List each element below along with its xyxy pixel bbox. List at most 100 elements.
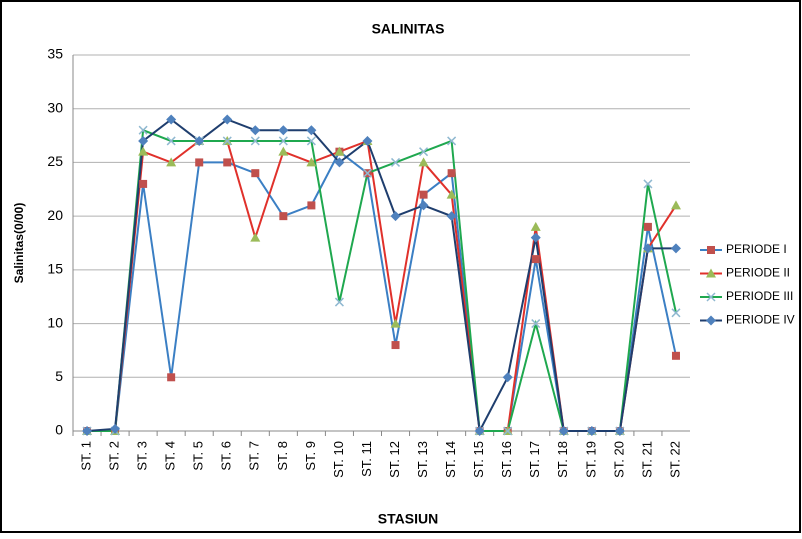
marker <box>139 179 148 188</box>
x-tick-label: ST. 20 <box>611 441 626 478</box>
marker <box>671 308 681 318</box>
marker <box>307 201 316 210</box>
marker <box>670 243 681 254</box>
marker <box>558 426 569 436</box>
x-axis-title: STASIUN <box>378 511 438 527</box>
marker <box>706 292 716 302</box>
marker <box>250 232 261 242</box>
marker <box>279 212 288 221</box>
marker <box>643 179 653 189</box>
x-tick-label: ST. 7 <box>247 441 262 471</box>
marker <box>447 136 457 146</box>
marker <box>138 125 148 135</box>
y-tick-label: 5 <box>55 368 63 384</box>
marker <box>391 341 400 350</box>
chart-title: SALINITAS <box>372 21 445 37</box>
marker <box>306 157 317 167</box>
y-tick-label: 35 <box>47 46 63 62</box>
y-tick-label: 20 <box>47 207 63 223</box>
marker <box>278 125 289 136</box>
x-tick-label: ST. 3 <box>135 441 150 471</box>
marker <box>250 125 261 136</box>
y-tick-label: 0 <box>55 422 63 438</box>
marker <box>166 114 177 125</box>
marker <box>390 157 401 167</box>
x-tick-label: ST. 22 <box>667 441 682 478</box>
series-line <box>86 118 676 435</box>
x-tick-label: ST. 19 <box>583 441 598 478</box>
x-tick-label: ST. 5 <box>191 441 206 471</box>
marker <box>418 157 429 167</box>
x-tick-label: ST. 6 <box>219 441 234 471</box>
marker <box>278 136 288 146</box>
marker <box>166 136 176 146</box>
y-tick-label: 25 <box>47 153 63 169</box>
x-tick-label: ST. 8 <box>275 441 290 471</box>
marker <box>362 168 373 178</box>
x-tick-label: ST. 12 <box>387 441 402 478</box>
x-tick-label: ST. 9 <box>303 441 318 471</box>
marker <box>671 351 680 360</box>
marker <box>642 243 653 254</box>
marker <box>306 125 317 136</box>
marker <box>446 189 457 199</box>
x-tick-label: ST. 16 <box>499 441 514 478</box>
marker <box>419 190 428 199</box>
marker <box>251 169 260 178</box>
x-tick-label: ST. 10 <box>331 441 346 478</box>
marker <box>643 222 652 231</box>
x-tick-label: ST. 4 <box>163 441 178 471</box>
marker <box>706 268 716 278</box>
marker <box>706 315 716 326</box>
y-tick-label: 10 <box>47 314 63 330</box>
marker <box>614 426 625 436</box>
marker <box>503 426 513 436</box>
marker <box>418 200 429 211</box>
marker <box>362 135 373 146</box>
legend-label: PERIODE III <box>726 289 793 303</box>
legend-label: PERIODE I <box>726 242 787 256</box>
x-tick-label: ST. 13 <box>415 441 430 478</box>
marker <box>447 169 456 178</box>
marker <box>474 426 485 436</box>
marker <box>223 158 232 167</box>
marker <box>110 423 121 434</box>
marker <box>531 319 541 329</box>
x-tick-label: ST. 2 <box>107 441 122 471</box>
y-tick-label: 15 <box>47 261 63 277</box>
legend-label: PERIODE IV <box>726 313 795 327</box>
marker <box>707 246 715 254</box>
x-tick-label: ST. 18 <box>555 441 570 478</box>
marker <box>531 255 540 264</box>
marker <box>82 426 93 436</box>
x-tick-label: ST. 14 <box>443 441 458 478</box>
y-axis-title: Salinitas(0/00) <box>12 203 26 284</box>
marker <box>167 373 176 382</box>
x-tick-label: ST. 17 <box>527 441 542 478</box>
marker <box>250 136 260 146</box>
x-tick-label: ST. 1 <box>78 441 93 471</box>
marker <box>222 114 233 125</box>
marker <box>586 426 597 436</box>
marker <box>138 135 149 146</box>
marker <box>334 157 345 168</box>
marker <box>222 136 232 146</box>
marker <box>166 157 177 167</box>
marker <box>530 221 541 231</box>
x-tick-label: ST. 11 <box>359 441 374 477</box>
marker <box>278 146 289 156</box>
x-tick-label: ST. 15 <box>471 441 486 478</box>
marker <box>306 136 316 146</box>
marker <box>138 146 149 156</box>
marker <box>530 232 541 243</box>
marker <box>419 147 429 157</box>
marker <box>195 158 204 167</box>
marker <box>194 135 205 146</box>
marker <box>390 211 401 222</box>
marker <box>670 200 681 210</box>
legend-label: PERIODE II <box>726 266 790 280</box>
marker <box>390 318 401 328</box>
marker <box>334 146 345 156</box>
marker <box>446 211 457 222</box>
marker <box>502 372 513 383</box>
